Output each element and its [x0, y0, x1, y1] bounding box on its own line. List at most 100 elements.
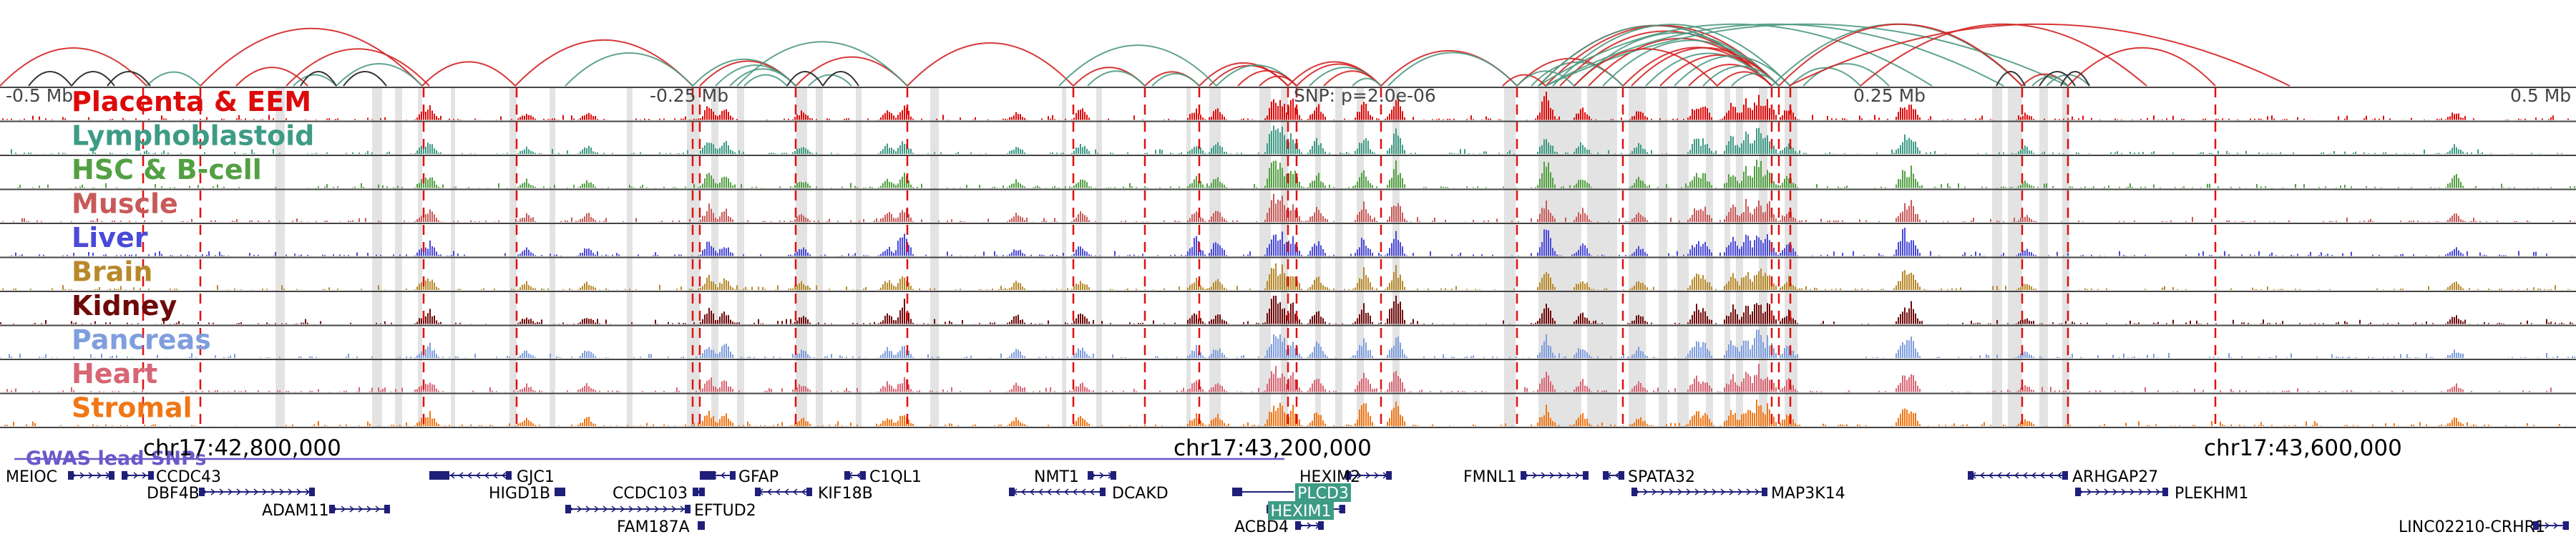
gene-exon — [693, 488, 698, 496]
gene-exon — [109, 471, 114, 480]
strand-chevron — [1063, 488, 1069, 495]
gene-exon — [1340, 505, 1345, 513]
gene-label: KIF18B — [818, 485, 873, 503]
gwas-lead-snps-label: GWAS lead SNPs — [26, 448, 206, 470]
gene-label: SPATA32 — [1628, 468, 1695, 486]
gene-exon — [1583, 471, 1589, 480]
strand-chevron — [775, 488, 781, 495]
strand-chevron — [245, 488, 250, 495]
strand-chevron — [2005, 472, 2011, 479]
track-label-6: Kidney — [72, 290, 177, 321]
chromatin-loop-arc — [514, 39, 693, 87]
gene-label: FAM187A — [617, 518, 690, 536]
gene-label: HEXIM1 — [1271, 503, 1332, 521]
strand-chevron — [1020, 488, 1026, 495]
chromatin-loop-arc — [907, 42, 1074, 87]
gene-exon — [1088, 471, 1093, 480]
gene-label: MEIOC — [6, 468, 57, 486]
gene-exon — [860, 471, 866, 480]
track-label-0: Placenta & EEM — [72, 86, 311, 117]
chromatin-loop-arc — [2039, 71, 2076, 87]
strand-chevron — [1720, 488, 1726, 495]
gene-exon — [329, 505, 335, 513]
strand-chevron — [1729, 488, 1735, 495]
strand-chevron — [1307, 522, 1312, 529]
strand-chevron — [1374, 472, 1380, 479]
strand-chevron — [577, 505, 582, 513]
strand-chevron — [766, 488, 772, 495]
strand-chevron — [654, 505, 660, 513]
strand-chevron — [680, 505, 686, 513]
gene-exon — [1295, 521, 1301, 530]
gene-label: FMNL1 — [1463, 468, 1516, 486]
gene-highlight-box — [1295, 483, 1351, 502]
strand-chevron — [341, 505, 346, 513]
strand-chevron — [1558, 472, 1563, 479]
strand-chevron — [1046, 488, 1052, 495]
chromatin-loop-arc — [0, 47, 147, 87]
chromatin-loop-arc — [729, 68, 796, 87]
strand-chevron — [1652, 488, 1657, 495]
strand-chevron — [210, 488, 216, 495]
track-label-4: Liver — [72, 222, 148, 253]
gene-label: LINC02210-CRHR1 — [2399, 518, 2545, 536]
chromatin-loop-arc — [1387, 52, 1518, 87]
chromatin-loop-arc — [28, 71, 72, 87]
strand-chevron — [1746, 488, 1752, 495]
strand-chevron — [2121, 488, 2127, 495]
strand-chevron — [611, 505, 617, 513]
gene-exon — [148, 471, 154, 480]
strand-chevron — [2095, 488, 2101, 495]
strand-chevron — [2138, 488, 2144, 495]
strand-chevron — [253, 488, 259, 495]
gene-exon — [384, 505, 390, 513]
gene-nmt1: NMT1 — [1034, 468, 1116, 486]
gene-label: C1QL1 — [869, 468, 922, 486]
gene-exon — [699, 488, 705, 496]
coord-label-3: chr17:43,600,000 — [2204, 435, 2402, 461]
strand-chevron — [1365, 472, 1371, 479]
gene-label: HIGD1B — [489, 485, 550, 503]
gene-adam11: ADAM11 — [262, 502, 390, 520]
axis-label-plus-025: 0.25 Mb — [1853, 85, 1926, 106]
strand-chevron — [628, 505, 634, 513]
strand-chevron — [492, 472, 498, 479]
strand-chevron — [1686, 488, 1692, 495]
strand-chevron — [1575, 472, 1581, 479]
strand-chevron — [1996, 472, 2002, 479]
gene-exon — [1603, 471, 1609, 480]
gene-exon — [560, 488, 565, 496]
gene-linc02210-crhr1: LINC02210-CRHR1 — [2399, 518, 2569, 536]
strand-chevron — [602, 505, 608, 513]
chromatin-loop-arc — [1352, 77, 1382, 87]
gene-exon — [432, 471, 449, 480]
gene-exon — [1318, 521, 1324, 530]
track-label-5: Brain — [72, 256, 152, 288]
strand-chevron — [1755, 488, 1760, 495]
strand-chevron — [663, 505, 668, 513]
gene-spata32: SPATA32 — [1603, 468, 1695, 486]
strand-chevron — [1669, 488, 1674, 495]
strand-chevron — [349, 505, 355, 513]
strand-chevron — [645, 505, 651, 513]
strand-chevron — [1541, 472, 1546, 479]
gene-exon — [1619, 471, 1624, 480]
gene-plcd3-highlight: PLCD3 — [1295, 483, 1351, 503]
gene-ccdc43: CCDC43 — [122, 468, 221, 486]
gene-label: ADAM11 — [262, 502, 329, 520]
strand-chevron — [594, 505, 600, 513]
strand-chevron — [2031, 472, 2036, 479]
gene-plekhm1: PLEKHM1 — [2075, 485, 2248, 503]
gene-label: CCDC103 — [613, 485, 688, 503]
chromatin-loop-arc — [1323, 70, 1382, 87]
gene-label: PLEKHM1 — [2175, 485, 2248, 503]
chromatin-loop-arc — [293, 74, 337, 87]
strand-chevron — [585, 505, 591, 513]
coord-label-1: chr17:42,800,000 — [143, 435, 341, 461]
strand-chevron — [2048, 472, 2054, 479]
axis-distance-labels: -0.5 Mb -0.25 Mb SNP: p=2.0e-06 0.25 Mb … — [6, 85, 2571, 106]
chromatin-loop-arc — [1502, 74, 1546, 87]
gene-exon — [844, 471, 850, 480]
